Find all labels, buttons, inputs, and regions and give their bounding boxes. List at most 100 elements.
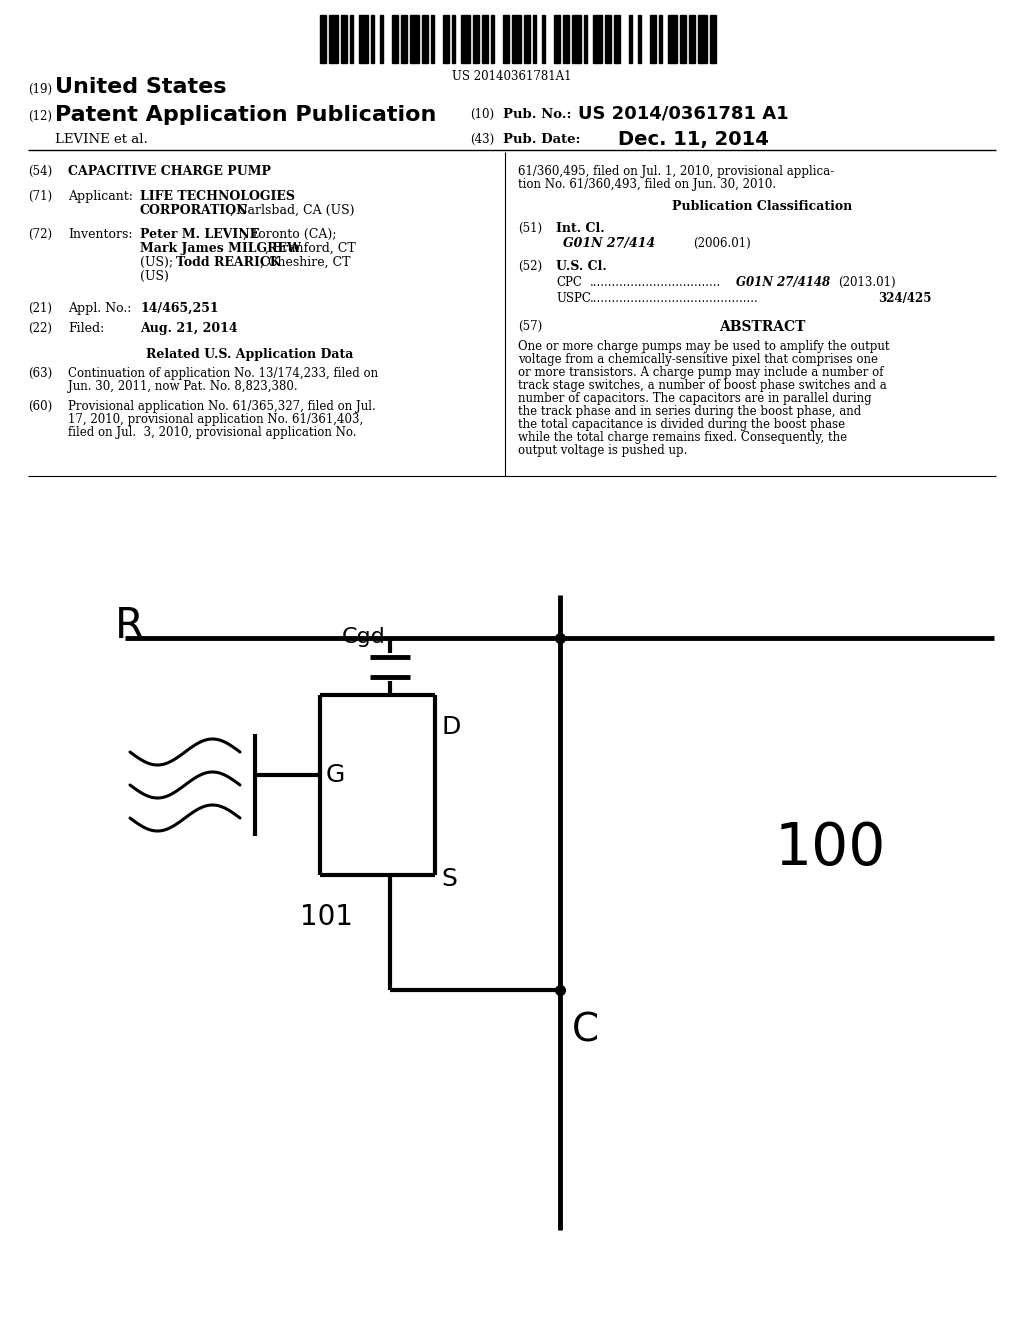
Bar bbox=[534, 15, 536, 63]
Text: R: R bbox=[115, 605, 144, 647]
Text: the track phase and in series during the boost phase, and: the track phase and in series during the… bbox=[518, 405, 861, 418]
Text: voltage from a chemically-sensitive pixel that comprises one: voltage from a chemically-sensitive pixe… bbox=[518, 352, 878, 366]
Text: tion No. 61/360,493, filed on Jun. 30, 2010.: tion No. 61/360,493, filed on Jun. 30, 2… bbox=[518, 178, 776, 191]
Bar bbox=[512, 15, 521, 63]
Text: LIFE TECHNOLOGIES: LIFE TECHNOLOGIES bbox=[140, 190, 295, 203]
Bar bbox=[542, 15, 545, 63]
Bar bbox=[584, 15, 587, 63]
Bar bbox=[503, 15, 509, 63]
Text: Todd REARICK: Todd REARICK bbox=[176, 256, 281, 269]
Text: (US);: (US); bbox=[140, 256, 177, 269]
Text: , Branford, CT: , Branford, CT bbox=[265, 242, 355, 255]
Text: Filed:: Filed: bbox=[68, 322, 104, 335]
Text: D: D bbox=[441, 715, 461, 739]
Text: output voltage is pushed up.: output voltage is pushed up. bbox=[518, 444, 687, 457]
Bar bbox=[392, 15, 398, 63]
Text: (57): (57) bbox=[518, 319, 543, 333]
Text: US 20140361781A1: US 20140361781A1 bbox=[453, 70, 571, 83]
Text: Related U.S. Application Data: Related U.S. Application Data bbox=[146, 348, 353, 360]
Text: (72): (72) bbox=[28, 228, 52, 242]
Text: Aug. 21, 2014: Aug. 21, 2014 bbox=[140, 322, 238, 335]
Text: G: G bbox=[326, 763, 345, 787]
Text: One or more charge pumps may be used to amplify the output: One or more charge pumps may be used to … bbox=[518, 341, 890, 352]
Text: (12): (12) bbox=[28, 110, 52, 123]
Text: , Carlsbad, CA (US): , Carlsbad, CA (US) bbox=[230, 205, 354, 216]
Text: (43): (43) bbox=[470, 133, 495, 147]
Text: (51): (51) bbox=[518, 222, 542, 235]
Text: (71): (71) bbox=[28, 190, 52, 203]
Text: 324/425: 324/425 bbox=[878, 292, 932, 305]
Text: (22): (22) bbox=[28, 322, 52, 335]
Text: , Cheshire, CT: , Cheshire, CT bbox=[260, 256, 350, 269]
Text: Cgd: Cgd bbox=[342, 627, 386, 647]
Bar bbox=[680, 15, 686, 63]
Bar bbox=[629, 15, 632, 63]
Text: Mark James MILGREW: Mark James MILGREW bbox=[140, 242, 301, 255]
Text: Patent Application Publication: Patent Application Publication bbox=[55, 106, 436, 125]
Bar bbox=[319, 15, 326, 63]
Text: (63): (63) bbox=[28, 367, 52, 380]
Text: 100: 100 bbox=[775, 820, 887, 876]
Text: 14/465,251: 14/465,251 bbox=[140, 302, 219, 315]
Text: US 2014/0361781 A1: US 2014/0361781 A1 bbox=[578, 106, 788, 123]
Bar bbox=[605, 15, 611, 63]
Bar bbox=[563, 15, 569, 63]
Text: (60): (60) bbox=[28, 400, 52, 413]
Text: LEVINE et al.: LEVINE et al. bbox=[55, 133, 147, 147]
Bar bbox=[422, 15, 428, 63]
Text: Publication Classification: Publication Classification bbox=[672, 201, 852, 213]
Text: CAPACITIVE CHARGE PUMP: CAPACITIVE CHARGE PUMP bbox=[68, 165, 271, 178]
Bar bbox=[452, 15, 455, 63]
Bar bbox=[380, 15, 383, 63]
Bar bbox=[371, 15, 374, 63]
Text: C: C bbox=[572, 1012, 599, 1049]
Text: Provisional application No. 61/365,327, filed on Jul.: Provisional application No. 61/365,327, … bbox=[68, 400, 376, 413]
Bar bbox=[668, 15, 677, 63]
Text: filed on Jul.  3, 2010, provisional application No.: filed on Jul. 3, 2010, provisional appli… bbox=[68, 426, 356, 440]
Bar bbox=[350, 15, 353, 63]
Text: 101: 101 bbox=[300, 903, 353, 931]
Bar bbox=[359, 15, 368, 63]
Bar bbox=[482, 15, 488, 63]
Text: (19): (19) bbox=[28, 83, 52, 96]
Text: Applicant:: Applicant: bbox=[68, 190, 133, 203]
Text: S: S bbox=[441, 867, 457, 891]
Text: (2013.01): (2013.01) bbox=[838, 276, 896, 289]
Text: (US): (US) bbox=[140, 271, 169, 282]
Text: United States: United States bbox=[55, 77, 226, 96]
Bar bbox=[401, 15, 407, 63]
Text: G01N 27/4148: G01N 27/4148 bbox=[736, 276, 830, 289]
Text: CORPORATION: CORPORATION bbox=[140, 205, 249, 216]
Bar bbox=[698, 15, 707, 63]
Text: ABSTRACT: ABSTRACT bbox=[719, 319, 805, 334]
Text: CPC: CPC bbox=[556, 276, 582, 289]
Text: USPC: USPC bbox=[556, 292, 591, 305]
Bar bbox=[650, 15, 656, 63]
Text: G01N 27/414: G01N 27/414 bbox=[563, 238, 655, 249]
Text: Int. Cl.: Int. Cl. bbox=[556, 222, 604, 235]
Text: .............................................: ........................................… bbox=[590, 292, 759, 305]
Text: (52): (52) bbox=[518, 260, 542, 273]
Text: Dec. 11, 2014: Dec. 11, 2014 bbox=[618, 129, 769, 149]
Text: number of capacitors. The capacitors are in parallel during: number of capacitors. The capacitors are… bbox=[518, 392, 871, 405]
Text: 17, 2010, provisional application No. 61/361,403,: 17, 2010, provisional application No. 61… bbox=[68, 413, 364, 426]
Text: Appl. No.:: Appl. No.: bbox=[68, 302, 131, 315]
Bar bbox=[659, 15, 662, 63]
Bar bbox=[614, 15, 620, 63]
Bar bbox=[710, 15, 716, 63]
Text: , Toronto (CA);: , Toronto (CA); bbox=[243, 228, 337, 242]
Text: (21): (21) bbox=[28, 302, 52, 315]
Bar bbox=[524, 15, 530, 63]
Text: (10): (10) bbox=[470, 108, 495, 121]
Bar bbox=[554, 15, 560, 63]
Text: (54): (54) bbox=[28, 165, 52, 178]
Text: while the total charge remains fixed. Consequently, the: while the total charge remains fixed. Co… bbox=[518, 432, 847, 444]
Bar bbox=[461, 15, 470, 63]
Text: Pub. No.:: Pub. No.: bbox=[503, 108, 571, 121]
Bar bbox=[638, 15, 641, 63]
Bar bbox=[473, 15, 479, 63]
Bar bbox=[490, 15, 494, 63]
Text: (2006.01): (2006.01) bbox=[693, 238, 751, 249]
Text: the total capacitance is divided during the boost phase: the total capacitance is divided during … bbox=[518, 418, 845, 432]
Text: Continuation of application No. 13/174,233, filed on: Continuation of application No. 13/174,2… bbox=[68, 367, 378, 380]
